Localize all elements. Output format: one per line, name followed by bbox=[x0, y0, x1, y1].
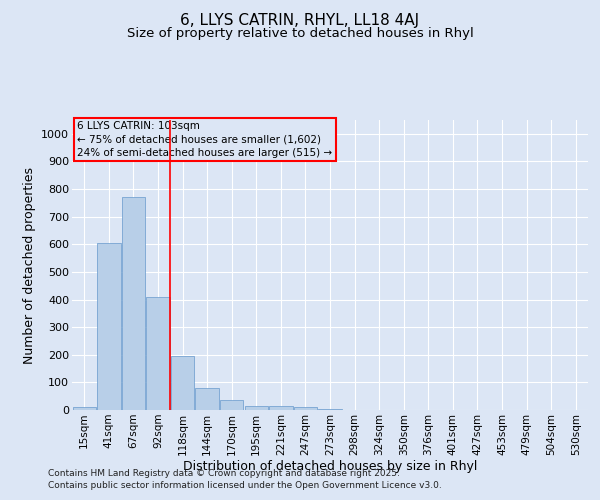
Bar bbox=[220, 400, 244, 410]
Bar bbox=[196, 388, 219, 410]
Bar bbox=[245, 406, 268, 410]
Y-axis label: Number of detached properties: Number of detached properties bbox=[23, 166, 35, 364]
Text: 6, LLYS CATRIN, RHYL, LL18 4AJ: 6, LLYS CATRIN, RHYL, LL18 4AJ bbox=[181, 12, 419, 28]
Bar bbox=[269, 406, 293, 410]
X-axis label: Distribution of detached houses by size in Rhyl: Distribution of detached houses by size … bbox=[183, 460, 477, 473]
Text: 6 LLYS CATRIN: 103sqm
← 75% of detached houses are smaller (1,602)
24% of semi-d: 6 LLYS CATRIN: 103sqm ← 75% of detached … bbox=[77, 122, 332, 158]
Bar bbox=[146, 297, 170, 410]
Bar bbox=[319, 408, 341, 410]
Bar bbox=[122, 198, 145, 410]
Bar bbox=[171, 356, 194, 410]
Bar bbox=[73, 407, 96, 410]
Text: Contains public sector information licensed under the Open Government Licence v3: Contains public sector information licen… bbox=[48, 481, 442, 490]
Bar bbox=[294, 407, 317, 410]
Bar bbox=[97, 243, 121, 410]
Text: Size of property relative to detached houses in Rhyl: Size of property relative to detached ho… bbox=[127, 28, 473, 40]
Text: Contains HM Land Registry data © Crown copyright and database right 2025.: Contains HM Land Registry data © Crown c… bbox=[48, 468, 400, 477]
